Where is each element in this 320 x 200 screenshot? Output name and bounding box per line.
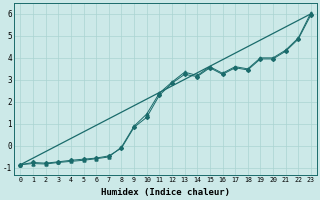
X-axis label: Humidex (Indice chaleur): Humidex (Indice chaleur)	[101, 188, 230, 197]
